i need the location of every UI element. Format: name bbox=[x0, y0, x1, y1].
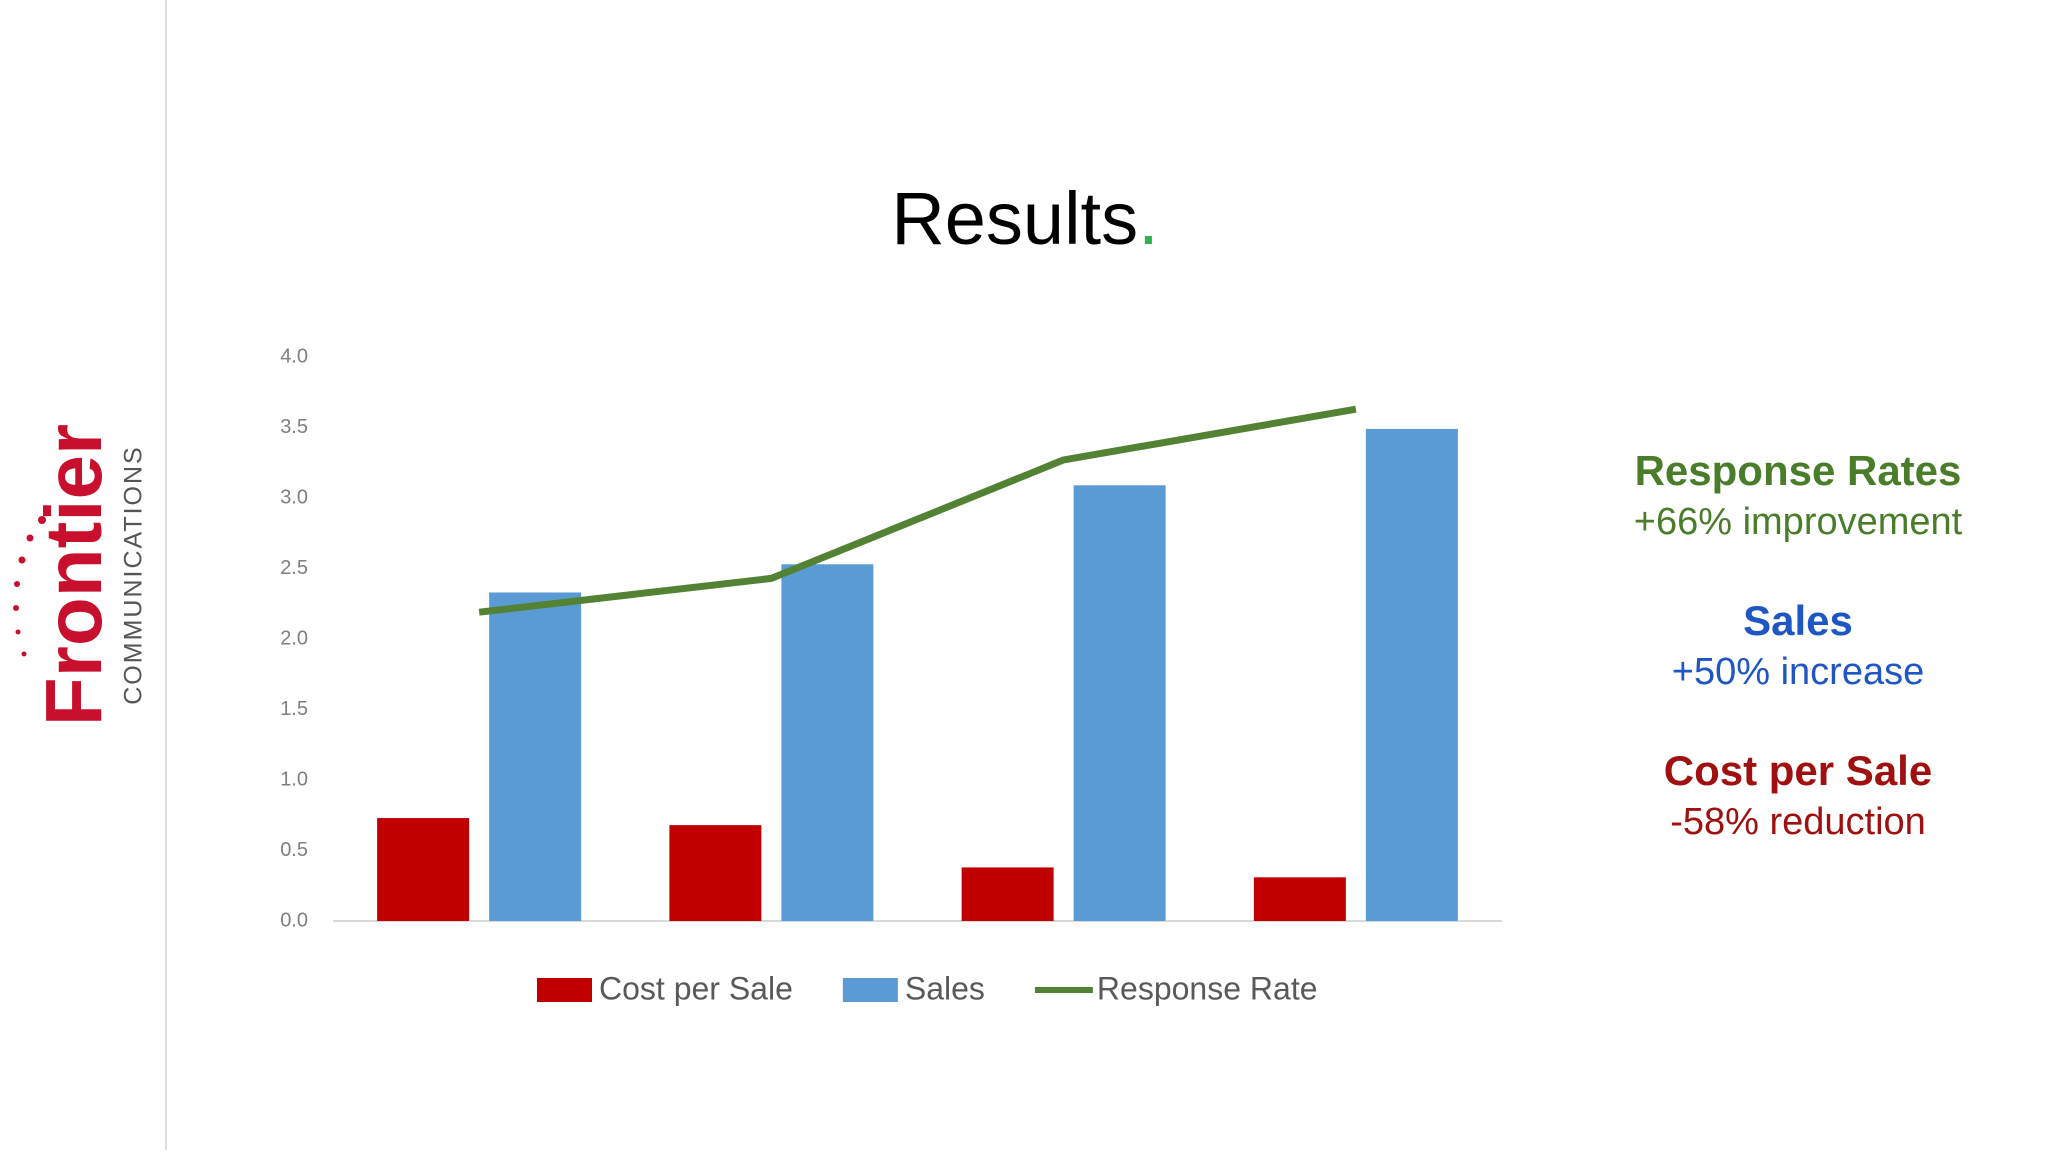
y-tick-label: 2.0 bbox=[280, 627, 308, 649]
legend-swatch bbox=[842, 978, 898, 1002]
legend-label: Sales bbox=[905, 970, 985, 1006]
bar bbox=[781, 564, 874, 921]
y-tick-label: 4.0 bbox=[280, 345, 308, 367]
bar bbox=[489, 592, 582, 921]
logo-name: Frontier bbox=[29, 424, 118, 726]
highlight-detail: +66% improvement bbox=[1634, 501, 1963, 543]
y-tick-label: 2.5 bbox=[280, 557, 308, 579]
bar bbox=[961, 867, 1054, 921]
bar bbox=[1365, 428, 1458, 921]
bar bbox=[669, 825, 762, 921]
y-tick-label: 3.0 bbox=[280, 486, 308, 508]
title-mark: . bbox=[1138, 177, 1159, 260]
title-text: Results bbox=[891, 177, 1138, 260]
bar bbox=[377, 818, 470, 921]
highlights: Response Rates +66% improvement Sales +50% … bbox=[1634, 447, 1963, 843]
y-tick-label: 1.0 bbox=[280, 768, 308, 790]
highlight-detail: -58% reduction bbox=[1670, 801, 1926, 843]
bar bbox=[1253, 877, 1346, 921]
line-series bbox=[478, 405, 1357, 616]
y-tick-label: 1.5 bbox=[280, 698, 308, 720]
bar bbox=[1073, 485, 1166, 921]
logo-dots bbox=[13, 516, 46, 657]
chart: 0.0 0.5 1.0 1.5 2.0 2.5 3.0 3.5 4.0 Cost per Sale… bbox=[280, 345, 1502, 1006]
y-tick-label: 0.5 bbox=[280, 839, 308, 861]
highlight-title: Cost per Sale bbox=[1664, 747, 1932, 794]
y-tick-label: 3.5 bbox=[280, 416, 308, 438]
highlight-detail: +50% increase bbox=[1672, 651, 1924, 693]
y-tick-label: 0.0 bbox=[280, 909, 308, 931]
slide-title: Results. bbox=[891, 177, 1158, 260]
legend-swatch bbox=[537, 978, 592, 1002]
highlight-title: Response Rates bbox=[1635, 447, 1962, 494]
logo-tagline: COMMUNICATIONS bbox=[120, 445, 148, 704]
legend-label: Cost per Sale bbox=[599, 970, 793, 1006]
legend-label: Response Rate bbox=[1097, 970, 1318, 1006]
highlight-title: Sales bbox=[1743, 597, 1853, 644]
